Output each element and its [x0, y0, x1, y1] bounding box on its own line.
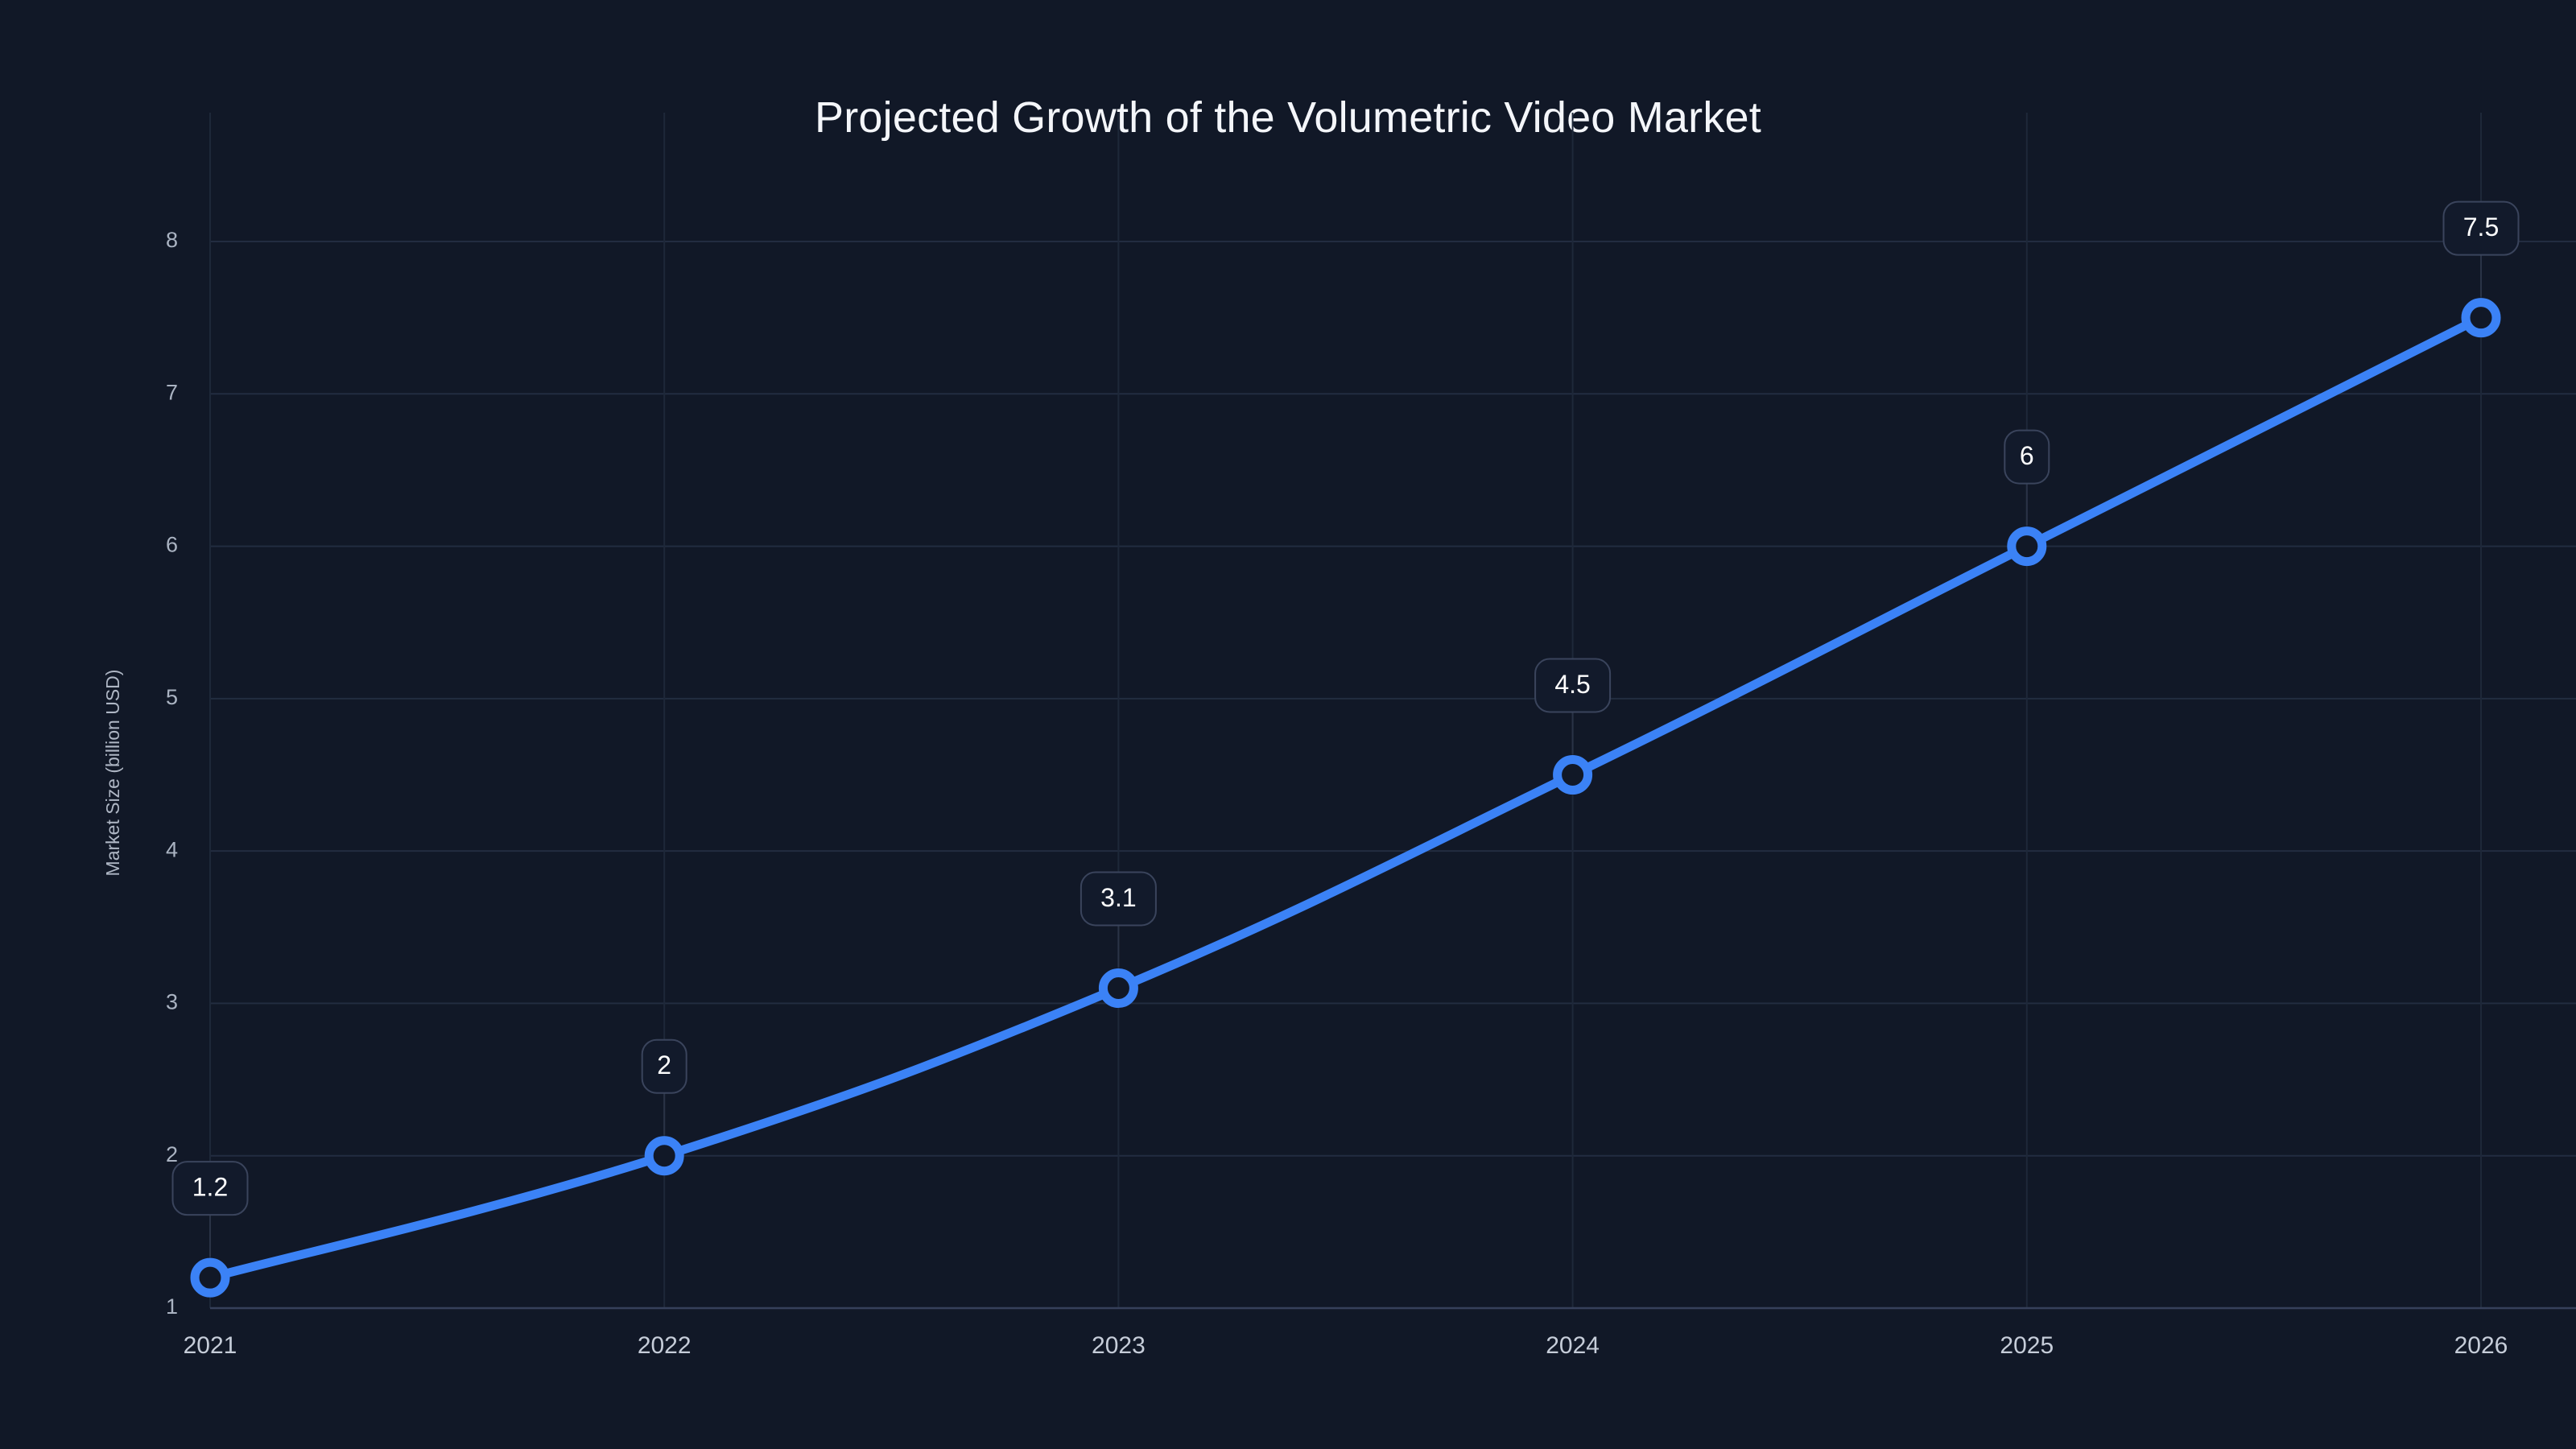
data-point-marker[interactable]: [644, 1136, 684, 1176]
data-point-label-box: [171, 1161, 249, 1216]
data-point-label-text: 4.5: [1554, 670, 1590, 699]
x-axis-tick-label: 2022: [638, 1332, 691, 1359]
x-axis-tick-label: 2023: [1092, 1332, 1146, 1359]
data-point-label-box: [2442, 200, 2520, 256]
data-line-market-size: [205, 313, 2486, 1282]
data-point-label-text: 6: [2020, 441, 2034, 470]
x-axis-tick-label: 2026: [2454, 1332, 2508, 1359]
y-axis-tick-label: 5: [166, 685, 178, 709]
y-axis-tick-label: 4: [166, 837, 178, 861]
chart-title: Projected Growth of the Volumetric Video…: [815, 93, 1761, 142]
data-point-label-text: 1.2: [192, 1173, 228, 1202]
y-axis-tick-label: 2: [166, 1142, 178, 1166]
data-point-label-box: [1080, 871, 1157, 927]
y-axis-tick-labels: 1 2 3 4 5 6 7 8: [166, 228, 178, 1319]
x-axis-tick-labels: 2021 2022 2023 2024 2025 2026: [184, 1332, 2508, 1359]
data-point-label-text: 2: [657, 1051, 671, 1080]
data-point-labels: 1.2 2 3.1 4.5 6 7.5: [171, 200, 2520, 1216]
y-axis-title: Market Size (billion USD): [102, 670, 123, 877]
data-point-label-box: [2004, 429, 2050, 485]
x-axis-tick-label: 2021: [184, 1332, 237, 1359]
y-axis-tick-label: 6: [166, 533, 178, 557]
y-axis-tick-label: 1: [166, 1294, 178, 1319]
data-point-marker[interactable]: [1553, 755, 1593, 795]
data-point-label-text: 7.5: [2463, 213, 2499, 242]
vertical-gridlines: [209, 113, 2482, 1308]
data-point-label-box: [1534, 658, 1612, 713]
y-axis-tick-label: 8: [166, 228, 178, 252]
data-point-markers[interactable]: [190, 298, 2501, 1298]
data-point-marker[interactable]: [190, 1257, 230, 1298]
data-point-marker[interactable]: [2007, 526, 2047, 567]
data-label-connectors: [209, 254, 2482, 1257]
data-point-marker[interactable]: [1098, 968, 1138, 1008]
data-point-marker[interactable]: [2461, 298, 2501, 338]
x-axis-tick-label: 2024: [1546, 1332, 1600, 1359]
data-point-label-text: 3.1: [1100, 883, 1136, 912]
x-axis-tick-label: 2025: [2000, 1332, 2054, 1359]
data-point-label-box: [641, 1038, 687, 1094]
horizontal-gridlines: [210, 241, 2576, 1157]
y-axis-tick-label: 7: [166, 380, 178, 404]
y-axis-tick-label: 3: [166, 990, 178, 1014]
